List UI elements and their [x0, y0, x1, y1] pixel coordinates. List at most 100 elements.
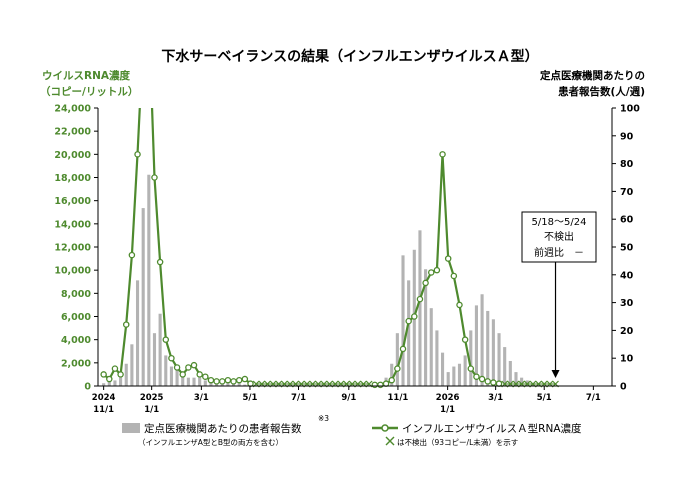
x-tick-label-sub: 1/1 — [144, 405, 159, 415]
bar — [102, 383, 106, 386]
left-tick-label: 8,000 — [61, 289, 91, 300]
left-tick-label: 24,000 — [54, 104, 91, 115]
line-series — [100, 108, 559, 389]
line-point — [230, 378, 237, 385]
line-point — [179, 371, 186, 378]
line-point — [467, 365, 475, 372]
legend-line-marker — [381, 424, 389, 432]
right-tick-label: 50 — [620, 243, 634, 254]
bar — [520, 377, 524, 386]
line-point — [219, 378, 226, 385]
line-point — [134, 151, 141, 158]
x-tick-label: 2026 — [436, 393, 460, 403]
x-tick-label: 3/1 — [194, 393, 209, 403]
bar — [480, 294, 484, 386]
bar — [452, 366, 456, 386]
x-tick-label: 7/1 — [586, 393, 601, 403]
bar — [390, 363, 394, 386]
chart-title: 下水サーベイランスの結果（インフルエンザウイルスＡ型） — [161, 48, 538, 65]
legend-line-label: インフルエンザウイルスＡ型RNA濃度 — [402, 422, 582, 435]
x-tick-label-sub: 11/1 — [93, 405, 114, 415]
left-tick-label: 12,000 — [54, 243, 91, 254]
line-point — [173, 364, 181, 371]
line-point — [117, 371, 124, 378]
left-tick-label: 2,000 — [61, 358, 91, 369]
line-point — [456, 301, 463, 309]
legend-bar-swatch — [122, 423, 140, 433]
bar — [407, 280, 411, 386]
bar — [395, 333, 399, 386]
x-tick-label: 2024 — [92, 393, 116, 403]
bar — [181, 374, 185, 386]
bar — [401, 255, 405, 386]
x-tick-label: 5/1 — [242, 393, 257, 403]
bar — [469, 330, 473, 386]
bar — [198, 377, 202, 386]
line-point — [128, 251, 136, 259]
left-tick-label: 6,000 — [61, 312, 91, 323]
bar — [130, 344, 134, 386]
line-point — [439, 151, 446, 158]
bar — [164, 355, 168, 386]
line-point — [162, 336, 170, 343]
line-point — [388, 376, 395, 384]
annotation-arrowhead — [551, 370, 560, 378]
left-tick-label: 0 — [84, 382, 91, 393]
line-point — [106, 375, 113, 383]
line-point — [168, 354, 175, 362]
line-point — [207, 376, 215, 384]
bar — [474, 305, 478, 386]
right-axis-label-line1: 定点医療機関あたりの — [539, 69, 645, 82]
legend: 定点医療機関あたりの患者報告数 ※3 （インフルエンザA型とB型の両方を含む） … — [122, 414, 582, 447]
bar — [457, 363, 462, 386]
bar — [503, 347, 507, 386]
legend-bar-label: 定点医療機関あたりの患者報告数 — [144, 422, 302, 435]
line-point — [478, 375, 486, 383]
left-tick-label: 14,000 — [54, 219, 91, 230]
line-point — [377, 381, 384, 389]
bar — [237, 383, 241, 386]
bar — [124, 363, 128, 386]
line-point — [450, 272, 458, 280]
line-point — [151, 174, 158, 181]
line-point — [190, 361, 198, 369]
line-point — [224, 376, 232, 384]
tick-labels: 0 2,000 4,000 6,000 8,000 10,000 12,000 14,000 1… — [54, 104, 640, 416]
legend-nd-label: は不検出（93コピー/L未満）を示す — [397, 437, 518, 447]
bar — [147, 174, 151, 386]
bar — [158, 313, 162, 386]
bar — [508, 360, 512, 386]
x-tick-label: 3/1 — [488, 393, 503, 403]
right-tick-label: 80 — [620, 159, 634, 170]
left-tick-label: 20,000 — [54, 150, 91, 161]
right-tick-label: 60 — [620, 215, 634, 226]
annotation-box — [521, 211, 597, 263]
right-tick-label: 100 — [620, 104, 640, 115]
legend-bar-sub: （インフルエンザA型とB型の両方を含む） — [138, 437, 283, 447]
x-tick-label: 5/1 — [537, 393, 552, 403]
line-point — [111, 365, 119, 372]
line-point — [484, 378, 491, 385]
bar — [491, 319, 495, 386]
right-tick-label: 90 — [620, 131, 634, 142]
bar — [486, 310, 490, 386]
bar — [435, 330, 439, 386]
bar — [152, 333, 157, 386]
left-tick-label: 10,000 — [54, 266, 91, 277]
annotation-line2: 不検出 — [544, 230, 574, 243]
bar — [418, 230, 422, 386]
line-point — [428, 269, 435, 276]
line-point — [411, 313, 418, 320]
x-tick-label: 2025 — [140, 393, 164, 403]
left-tick-label: 16,000 — [54, 196, 91, 207]
line-point — [422, 279, 429, 287]
line-point — [405, 317, 412, 325]
annotation-line3: 前週比 － — [534, 246, 584, 259]
annotation-line1: 5/18～5/24 — [532, 217, 587, 228]
line-point — [394, 365, 401, 372]
bar — [497, 333, 501, 386]
line-point — [122, 321, 130, 328]
bar — [141, 208, 145, 386]
right-axis-label-line2: 患者報告数(人/週) — [558, 85, 645, 98]
